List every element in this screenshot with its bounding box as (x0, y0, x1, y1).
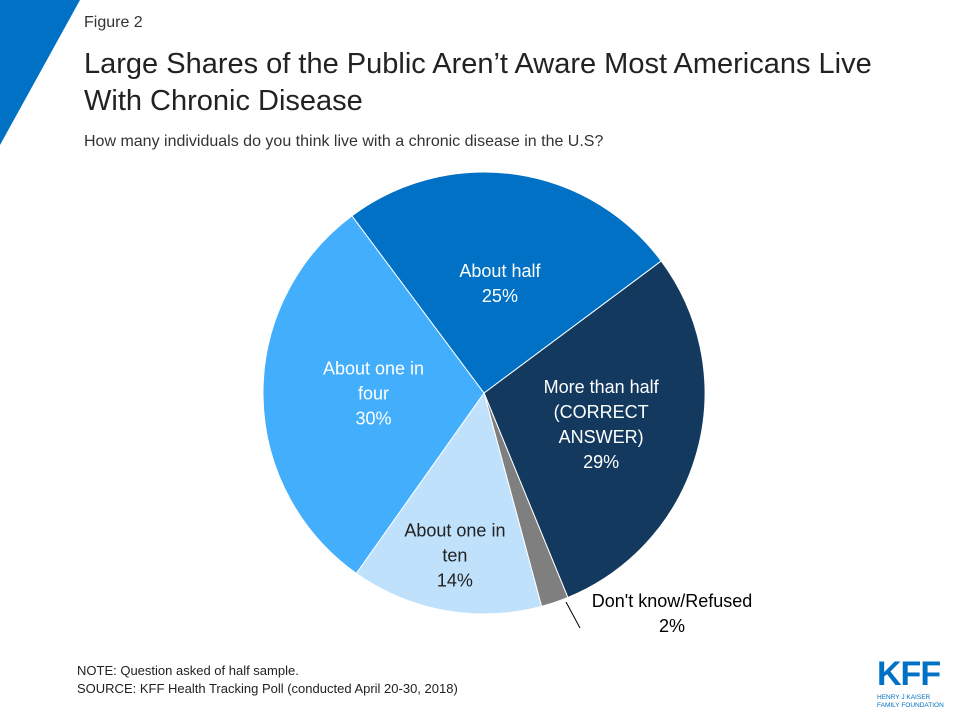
slice-label: About one in four 30% (309, 357, 439, 432)
logo: KFF (877, 655, 941, 693)
value-label: 25% (481, 285, 518, 306)
corner-decoration (0, 0, 80, 145)
note: NOTE: Question asked of half sample. (77, 663, 299, 678)
pie-slice (351, 171, 662, 394)
figure-label: Figure 2 (84, 14, 143, 31)
value-label: 2% (658, 616, 685, 636)
slice-label: Don't know/Refused 2% (577, 589, 767, 639)
category-label: About half (459, 260, 541, 281)
pie-slice (483, 260, 706, 599)
category-label: Don't know/Refused (591, 591, 753, 611)
slice-label: About one in ten 14% (390, 519, 520, 594)
value-label: 30% (355, 408, 392, 429)
category-label: About one in four (322, 358, 425, 404)
logo-tagline: HENRY J KAISER FAMILY FOUNDATION (877, 694, 944, 709)
pie-slice (262, 215, 485, 575)
slice-label: About half 25% (435, 259, 565, 309)
source: SOURCE: KFF Health Tracking Poll (conduc… (77, 681, 458, 696)
chart-subtitle: How many individuals do you think live w… (84, 133, 604, 150)
slice-label: More than half (CORRECT ANSWER) 29% (526, 375, 676, 475)
chart-title: Large Shares of the Public Aren’t Aware … (84, 48, 872, 117)
category-label: About one in ten (404, 520, 506, 566)
category-label: More than half (CORRECT ANSWER) (543, 377, 659, 448)
pie-slice (355, 391, 543, 615)
value-label: 14% (436, 570, 473, 591)
leader-line (565, 601, 581, 629)
value-label: 29% (583, 452, 620, 473)
